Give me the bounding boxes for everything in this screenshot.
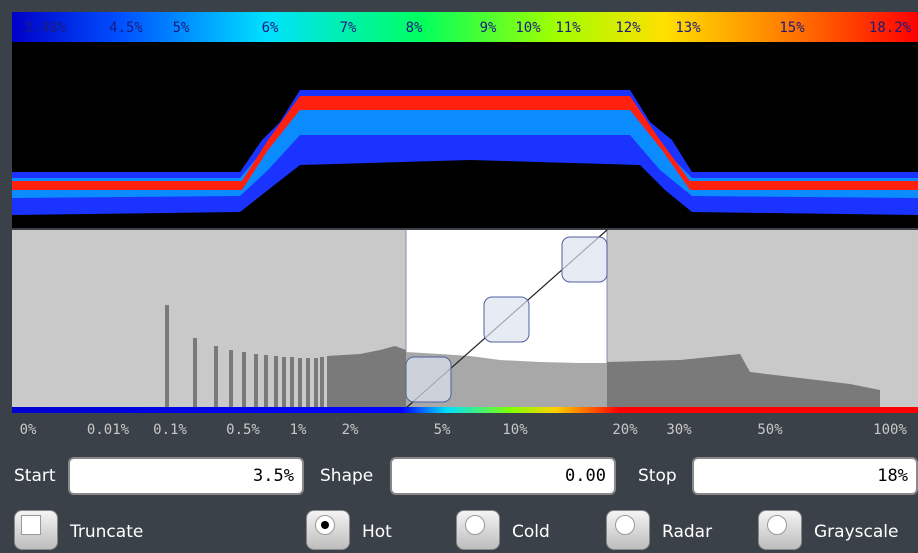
scale-label: 12%: [615, 20, 641, 36]
radio-dot: [315, 515, 335, 535]
scale-label: 8%: [406, 20, 423, 36]
grayscale-label: Grayscale: [814, 522, 898, 542]
scale-label: 0%: [20, 422, 37, 438]
scale-label: 0.01%: [87, 422, 130, 438]
scale-label: 50%: [757, 422, 783, 438]
scale-label: 7%: [340, 20, 357, 36]
scale-label: 18.2%: [869, 20, 912, 36]
start-handle[interactable]: [406, 357, 451, 402]
hot-label: Hot: [362, 522, 392, 542]
cold-radio[interactable]: [456, 510, 500, 550]
scale-label: 5%: [434, 422, 451, 438]
scale-label: 30%: [666, 422, 692, 438]
grayscale-radio[interactable]: [758, 510, 802, 550]
scale-label: 0.1%: [153, 422, 187, 438]
scale-label: 13%: [675, 20, 701, 36]
cold-label: Cold: [512, 522, 550, 542]
color-mapping-dialog: 3.48%4.5%5%6%7%8%9%10%11%12%13%15%18.2% …: [0, 0, 918, 553]
scale-label: 1%: [290, 422, 307, 438]
scale-label: 9%: [480, 20, 497, 36]
scale-label: 6%: [262, 20, 279, 36]
radio-dot: [767, 515, 787, 535]
start-label: Start: [14, 466, 56, 486]
start-input[interactable]: 3.5%: [68, 457, 304, 495]
truncate-checkbox[interactable]: [14, 510, 58, 550]
shape-label: Shape: [320, 466, 373, 486]
shape-input[interactable]: 0.00: [390, 457, 616, 495]
shape-handle[interactable]: [484, 297, 529, 342]
stop-handle[interactable]: [562, 237, 607, 282]
hot-radio[interactable]: [306, 510, 350, 550]
checkbox-box: [21, 515, 41, 535]
radio-dot: [465, 515, 485, 535]
mapped-color-bar: [12, 407, 918, 413]
scale-label: 20%: [612, 422, 638, 438]
scale-label: 3.48%: [24, 20, 67, 36]
stop-label: Stop: [638, 466, 677, 486]
stop-input[interactable]: 18%: [692, 457, 918, 495]
scale-label: 10%: [515, 20, 541, 36]
scale-label: 15%: [779, 20, 805, 36]
scale-label: 5%: [173, 20, 190, 36]
radar-label: Radar: [662, 522, 712, 542]
scale-label: 0.5%: [226, 422, 260, 438]
scale-label: 11%: [555, 20, 581, 36]
radio-dot: [615, 515, 635, 535]
scale-label: 4.5%: [109, 20, 143, 36]
scale-label: 10%: [502, 422, 528, 438]
truncate-label: Truncate: [70, 522, 143, 542]
scale-label: 2%: [342, 422, 359, 438]
scale-label: 100%: [873, 422, 907, 438]
radar-radio[interactable]: [606, 510, 650, 550]
